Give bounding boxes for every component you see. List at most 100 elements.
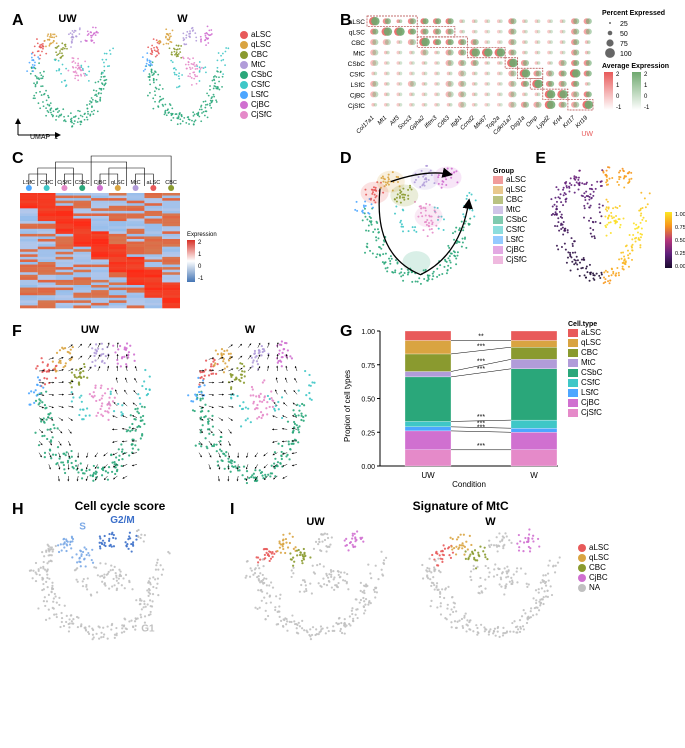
legend-celltype-title: Cell.type <box>568 321 602 328</box>
svg-text:CjBC: CjBC <box>94 180 107 186</box>
svg-text:UW: UW <box>306 516 325 528</box>
signature-w: W <box>403 513 578 648</box>
svg-text:1: 1 <box>198 252 202 258</box>
svg-text:2: 2 <box>616 72 620 78</box>
svg-text:CSfC: CSfC <box>349 71 365 78</box>
svg-text:0.75: 0.75 <box>675 225 685 231</box>
cellcycle-umap: SG2/MG1 <box>10 513 185 648</box>
panel-e-label: E <box>535 150 546 168</box>
svg-text:CSbC: CSbC <box>348 61 366 68</box>
svg-text:0.00: 0.00 <box>361 464 375 471</box>
svg-text:Krt17: Krt17 <box>562 115 577 130</box>
velocity-w: W <box>170 321 330 491</box>
svg-text:-1: -1 <box>616 105 622 111</box>
svg-text:***: *** <box>477 443 485 450</box>
svg-text:qLSC: qLSC <box>111 180 125 186</box>
panel-i-title: Signature of MtC <box>228 499 685 513</box>
svg-text:0.75: 0.75 <box>361 363 375 370</box>
svg-text:100: 100 <box>620 51 632 58</box>
figure-grid: A UW W aLSCqLSCCBCMtCCSbCCSfCLSfCCjBCCjS… <box>10 10 675 648</box>
svg-text:CjBC: CjBC <box>350 92 365 99</box>
heatmap: LSfC CSfC CjSfC CSbC CjBC qLSC MtC aLSC CBC <box>10 148 185 313</box>
umap-axes-icon: UMAP_1 UMAP_2 <box>10 115 70 140</box>
svg-text:CBC: CBC <box>165 180 177 186</box>
svg-text:0: 0 <box>616 94 620 100</box>
svg-text:Gpha2: Gpha2 <box>409 115 426 132</box>
svg-text:1.00: 1.00 <box>675 212 685 218</box>
panel-g: G 0.000.250.500.751.00Propion of cell ty… <box>338 321 685 491</box>
svg-text:W: W <box>530 471 538 480</box>
svg-text:Mt1: Mt1 <box>377 115 388 126</box>
panel-h: H Cell cycle score SG2/MG1 <box>10 499 230 648</box>
panel-b-label: B <box>340 12 352 30</box>
svg-text:Cd63: Cd63 <box>437 115 452 130</box>
svg-text:1: 1 <box>644 83 648 89</box>
dotplot: aLSCqLSCCBCMtCCSbCCSfCLSfCCjBCCjSfCCol17… <box>338 10 598 140</box>
svg-text:UW: UW <box>421 471 435 480</box>
svg-text:**: ** <box>478 333 484 340</box>
panel-f-label: F <box>12 323 22 341</box>
svg-text:CjSfC: CjSfC <box>57 180 71 186</box>
legend-percent: 255075100 <box>602 17 672 61</box>
legend-signature: aLSCqLSCCBCCjBCNA <box>578 543 609 648</box>
svg-text:LSfC: LSfC <box>23 180 35 186</box>
legend-group: GroupaLSCqLSCCBCMtCCSbCCSfCLSfCCjBCCjSfC <box>493 168 527 293</box>
svg-text:Krt19: Krt19 <box>575 115 590 130</box>
svg-text:0.25: 0.25 <box>361 430 375 437</box>
svg-text:Condition: Condition <box>452 480 486 489</box>
svg-text:CSbC: CSbC <box>75 180 90 186</box>
svg-text:CBC: CBC <box>351 40 365 47</box>
panel-c: C LSfC CSfC CjSfC CSbC CjBC qLSC MtC aLSC CBC Ex… <box>10 148 330 313</box>
svg-text:-1: -1 <box>644 105 650 111</box>
svg-text:G1: G1 <box>141 624 155 635</box>
svg-text:MtC: MtC <box>131 180 141 186</box>
svg-text:W: W <box>177 13 188 25</box>
panel-c-label: C <box>12 150 24 168</box>
svg-text:UW: UW <box>581 131 593 138</box>
panel-g-label: G <box>340 323 352 341</box>
stacked-bar: 0.000.250.500.751.00Propion of cell type… <box>338 321 568 491</box>
svg-text:***: *** <box>477 425 485 432</box>
svg-text:Dsg1a: Dsg1a <box>510 115 527 132</box>
svg-text:Lypd2: Lypd2 <box>536 115 552 131</box>
legend-avg-title: Average Expression <box>602 63 672 70</box>
panel-a-label: A <box>12 12 24 30</box>
svg-text:0.50: 0.50 <box>361 397 375 404</box>
svg-text:***: *** <box>477 366 485 373</box>
svg-text:qLSC: qLSC <box>349 30 366 37</box>
umap-density <box>338 148 493 293</box>
panel-i-label: I <box>230 501 234 519</box>
svg-text:W: W <box>245 324 256 336</box>
panel-b: B aLSCqLSCCBCMtCCSbCCSfCLSfCCjBCCjSfCCol… <box>338 10 685 140</box>
svg-text:CjSfC: CjSfC <box>348 103 365 110</box>
svg-text:0.00: 0.00 <box>675 264 685 270</box>
svg-text:75: 75 <box>620 41 628 48</box>
svg-text:UMAP_1: UMAP_1 <box>30 134 58 140</box>
umap-pseudotime <box>533 148 663 293</box>
panel-h-label: H <box>12 501 24 519</box>
svg-text:Expression: Expression <box>187 232 217 238</box>
svg-text:Col17a1: Col17a1 <box>356 115 376 135</box>
svg-text:Ccnd2: Ccnd2 <box>460 115 477 132</box>
svg-text:aLSC: aLSC <box>146 180 160 186</box>
svg-text:25: 25 <box>620 21 628 28</box>
svg-text:CSfC: CSfC <box>40 180 53 186</box>
signature-uw: UW <box>228 513 403 648</box>
svg-text:***: *** <box>477 358 485 365</box>
legend-percent-title: Percent Expressed <box>602 10 672 17</box>
legend-avg: 221100-1-1 <box>602 70 672 114</box>
velocity-uw: UW <box>10 321 170 491</box>
panel-d-label: D <box>340 150 352 168</box>
legend-celltype-g: aLSCqLSCCBCMtCCSbCCSfCLSfCCjBCCjSfC <box>568 328 602 417</box>
legend-pseudotime: 1.000.750.500.250.00 <box>663 208 685 278</box>
svg-text:G2/M: G2/M <box>110 515 134 526</box>
svg-text:0: 0 <box>198 264 202 270</box>
svg-text:-1: -1 <box>198 276 204 282</box>
svg-text:1.00: 1.00 <box>361 329 375 336</box>
svg-text:1: 1 <box>616 83 620 89</box>
panel-f: F UW W <box>10 321 330 491</box>
panel-de: D GroupaLSCqLSCCBCMtCCSbCCSfCLSfCCjBCCjS… <box>338 148 685 313</box>
legend-expression: Expression210-1 <box>185 228 219 288</box>
panel-a: A UW W aLSCqLSCCBCMtCCSbCCSfCLSfCCjBCCjS… <box>10 10 330 140</box>
panel-i: I Signature of MtC UW W aLSCqLSCCBCCjBCN… <box>228 499 685 648</box>
